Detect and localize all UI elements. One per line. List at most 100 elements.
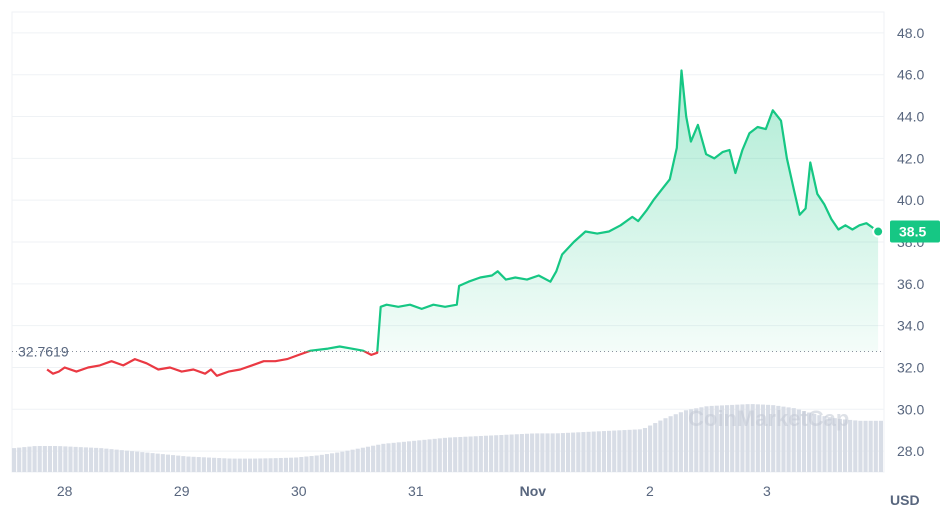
volume-bar bbox=[145, 452, 150, 472]
volume-bar bbox=[837, 418, 842, 472]
x-axis: 28 29 30 31 Nov 2 3 bbox=[57, 483, 771, 499]
x-tick-label: Nov bbox=[520, 483, 547, 499]
volume-bar bbox=[535, 433, 540, 472]
volume-bar bbox=[555, 433, 560, 472]
volume-bar bbox=[63, 446, 68, 472]
volume-bar bbox=[196, 457, 201, 472]
volume-bar bbox=[309, 456, 314, 472]
volume-bar bbox=[796, 409, 801, 472]
volume-bar bbox=[171, 455, 176, 472]
volume-bar bbox=[848, 419, 853, 472]
current-price-label: 38.5 bbox=[899, 224, 926, 240]
volume-bar bbox=[42, 446, 47, 472]
volume-bar bbox=[576, 432, 581, 472]
volume-bar bbox=[232, 458, 237, 472]
volume-bar bbox=[330, 453, 335, 472]
volume-bar bbox=[176, 455, 181, 472]
volume-bar bbox=[412, 440, 417, 472]
volume-bar bbox=[345, 450, 350, 472]
y-tick-label: 48.0 bbox=[897, 25, 924, 41]
volume-bar bbox=[530, 433, 535, 472]
volume-bar bbox=[355, 448, 360, 472]
volume-bar bbox=[801, 411, 807, 472]
volume-bar bbox=[499, 434, 504, 472]
volume-bar bbox=[565, 432, 571, 472]
volume-bar bbox=[73, 446, 78, 472]
volume-bar bbox=[514, 434, 519, 472]
volume-bar bbox=[109, 449, 114, 472]
volume-bar bbox=[37, 446, 42, 472]
volume-bar bbox=[607, 430, 612, 472]
volume-bar bbox=[545, 433, 550, 472]
current-price-box bbox=[890, 220, 940, 243]
volume-bar bbox=[812, 414, 817, 472]
volume-bar bbox=[319, 454, 324, 472]
volume-bar bbox=[253, 458, 258, 472]
volume-bar bbox=[673, 414, 678, 472]
volume-bar bbox=[417, 440, 422, 472]
volume-bar bbox=[135, 451, 140, 472]
volume-bar bbox=[504, 434, 509, 472]
volume-bar bbox=[632, 429, 637, 472]
volume-bar bbox=[586, 431, 591, 472]
volume-bar bbox=[709, 405, 714, 472]
volume-bar bbox=[699, 407, 704, 472]
y-tick-label: 32.0 bbox=[897, 359, 924, 375]
volume-bar bbox=[160, 454, 165, 472]
volume-bar bbox=[350, 449, 355, 472]
volume-bar bbox=[273, 458, 278, 472]
volume-bar bbox=[58, 446, 63, 472]
volume-bar bbox=[724, 405, 730, 472]
volume-bar bbox=[873, 420, 878, 472]
volume-bar bbox=[432, 438, 437, 472]
volume-bar bbox=[129, 451, 135, 472]
volume-bar bbox=[766, 404, 771, 472]
volume-bar bbox=[360, 447, 365, 472]
price-lines bbox=[46, 69, 879, 377]
price-line-down bbox=[46, 351, 379, 377]
current-price-badge: 38.5 bbox=[890, 220, 940, 243]
y-tick-label: 36.0 bbox=[897, 276, 924, 292]
volume-bar bbox=[68, 446, 73, 472]
volume-bar bbox=[47, 446, 53, 472]
volume-bar bbox=[94, 447, 99, 472]
y-axis: 28.030.032.034.036.038.040.042.044.046.0… bbox=[897, 25, 924, 459]
volume-bar bbox=[524, 433, 530, 472]
volume-bar bbox=[571, 432, 576, 472]
volume-bar bbox=[694, 408, 699, 472]
volume-bar bbox=[165, 454, 171, 472]
volume-bar bbox=[817, 415, 822, 472]
volume-bar bbox=[730, 404, 735, 472]
volume-bar bbox=[99, 448, 104, 472]
current-price-dot bbox=[872, 225, 885, 238]
volume-bar bbox=[227, 458, 232, 472]
volume-bar bbox=[519, 433, 524, 472]
x-tick-label: 3 bbox=[763, 483, 771, 499]
volume-bar bbox=[442, 437, 447, 472]
currency-label: USD bbox=[890, 492, 920, 508]
volume-bar bbox=[648, 425, 653, 472]
volume-bar bbox=[88, 447, 94, 472]
volume-bar bbox=[119, 450, 124, 472]
volume-bar bbox=[781, 406, 786, 472]
volume-bar bbox=[124, 450, 129, 472]
volume-bar bbox=[22, 447, 27, 472]
y-tick-label: 34.0 bbox=[897, 318, 924, 334]
volume-bar bbox=[140, 452, 145, 472]
volume-bar bbox=[489, 435, 494, 472]
volume-bar bbox=[483, 435, 489, 472]
volume-bar bbox=[714, 405, 719, 472]
volume-bar bbox=[642, 428, 648, 472]
volume-bar bbox=[217, 458, 222, 472]
volume-bar bbox=[468, 436, 473, 472]
y-tick-label: 28.0 bbox=[897, 443, 924, 459]
volume-bar bbox=[453, 437, 458, 472]
volume-bars bbox=[12, 404, 883, 472]
volume-bar bbox=[422, 439, 427, 472]
price-area-fill bbox=[47, 70, 879, 352]
volume-bar bbox=[427, 439, 432, 472]
volume-bar bbox=[755, 404, 760, 472]
volume-bar bbox=[863, 420, 868, 472]
volume-bar bbox=[807, 412, 812, 472]
